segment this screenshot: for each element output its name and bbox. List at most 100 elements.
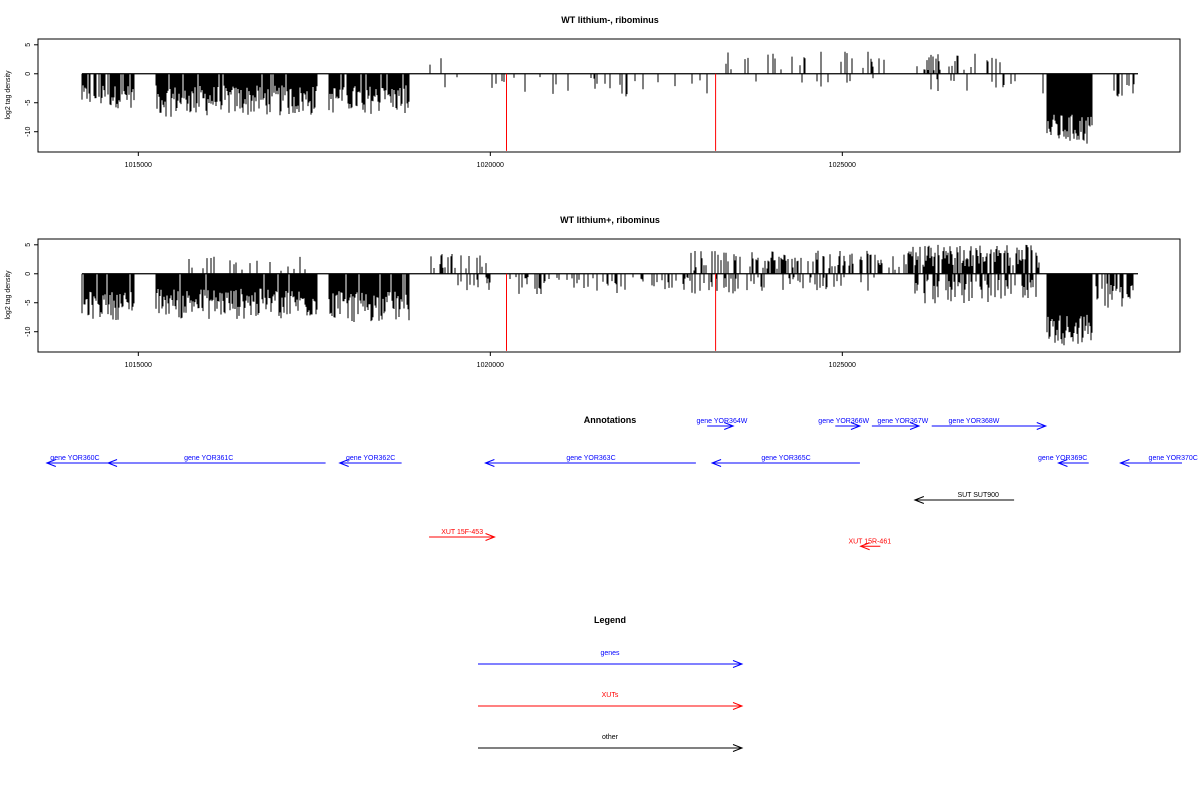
track-title: WT lithium-, ribominus [561,15,659,25]
x-tick-label: 1020000 [477,362,504,369]
signal-bar-group [755,73,874,87]
signal-bar-group [430,254,487,274]
arrowhead-icon [732,660,744,668]
legend-item: genes [478,650,744,668]
x-tick-label: 1020000 [477,162,504,169]
legend-item: XUTs [478,692,744,710]
arrowhead-icon [859,542,870,551]
legend-label: other [602,734,619,741]
arrowhead-icon [850,422,862,430]
signal-bar-group [188,256,306,274]
signal-bar-group [914,273,1037,304]
annotation-label: gene YOR362C [346,455,395,462]
arrowhead-icon [710,459,722,467]
annotation-label: gene YOR367W [877,418,928,425]
arrowhead-icon [732,702,744,710]
annotation-label: gene YOR360C [50,455,99,462]
track-panel-lithium-minus: WT lithium-, ribominus log2 tag density … [5,15,1181,169]
signal-bar-group [81,273,135,320]
legend-label: genes [600,650,620,657]
signal-bar-group [1046,73,1093,144]
arrowhead-icon [1036,422,1048,430]
signal-bar-group [328,73,410,114]
signal-bar-group [155,73,318,117]
annotation-feature: gene YOR364W [697,418,748,430]
y-tick-label: 0 [25,272,32,276]
y-tick-label: -5 [25,100,32,106]
annotation-feature: gene YOR369C [1038,455,1089,467]
annotation-label: XUT 15F-453 [441,529,483,536]
y-tick-label: -10 [25,327,32,337]
arrowhead-icon [45,459,56,467]
arrowhead-icon [1119,459,1130,467]
annotation-label: XUT 15R-461 [848,538,891,545]
annotation-feature: gene YOR366W [818,418,870,430]
annotation-label: gene YOR366W [818,418,869,425]
annotation-feature: gene YOR367W [871,418,929,430]
annotations-title: Annotations [584,415,637,425]
signal-bar-group [444,73,554,94]
annotation-label: gene YOR361C [184,455,233,462]
signal-bar-group [81,73,135,109]
signal-bar-group [1095,273,1134,308]
y-tick-label: -5 [25,300,32,306]
annotation-feature: gene YOR365C [710,455,860,467]
signal-bar-group [912,244,1040,274]
annotation-feature: gene YOR368W [931,418,1048,430]
signal-bar-group [1046,273,1093,346]
x-tick-label: 1015000 [125,162,152,169]
annotation-feature: gene YOR362C [338,455,402,467]
position-markers [506,73,717,151]
annotation-label: gene YOR368W [949,418,1000,425]
y-tick-label: -10 [25,127,32,137]
signal-bars [81,51,1138,144]
x-tick-label: 1015000 [125,362,152,369]
legend-item: other [478,734,744,752]
signal-bar-group [725,51,885,74]
signal-bars [81,244,1138,346]
y-axis: 5 0 -5 -10 [25,243,38,337]
annotation-feature: gene YOR361C [106,455,326,467]
legend-label: XUTs [602,692,619,699]
legend: genes XUTs other [478,650,744,752]
signal-bar-group [930,73,1044,94]
signal-bar-group [1113,73,1135,97]
x-tick-label: 1025000 [829,362,856,369]
legend-title: Legend [594,615,626,625]
y-tick-label: 5 [25,43,32,47]
signal-bar-group [555,73,708,97]
annotation-feature: gene YOR370C [1119,455,1198,467]
arrowhead-icon [338,459,349,467]
plot-frame [37,38,1181,153]
x-axis: 1015000 1020000 1025000 [125,152,856,169]
x-axis: 1015000 1020000 1025000 [125,352,856,369]
arrowhead-icon [732,744,744,752]
y-axis-label: log2 tag density [5,70,12,120]
position-markers [506,273,717,351]
annotation-feature: XUT 15F-453 [429,529,496,541]
y-tick-label: 5 [25,243,32,247]
signal-bar-group [457,273,713,294]
annotation-track: gene YOR360C gene YOR361C gene YOR362C gene… [45,418,1198,551]
signal-bar-group [916,53,1001,74]
plot-frame [37,238,1181,353]
arrowhead-icon [1057,459,1068,467]
signal-bar-group [690,250,913,274]
arrowhead-icon [913,496,925,504]
annotation-label: gene YOR363C [566,455,615,462]
signal-bar-group [155,273,318,319]
y-tick-label: 0 [25,72,32,76]
signal-bar-group [328,273,410,322]
annotation-label: gene YOR364W [697,418,748,425]
arrowhead-icon [485,533,496,541]
arrowhead-icon [724,422,735,430]
annotation-label: gene YOR370C [1149,455,1198,462]
track-title: WT lithium+, ribominus [560,215,660,225]
annotation-feature: SUT SUT900 [913,492,1015,504]
annotation-label: SUT SUT900 [957,492,999,499]
arrowhead-icon [909,422,921,430]
annotation-label: gene YOR365C [761,455,810,462]
signal-bar-group [429,58,442,74]
annotation-label: gene YOR369C [1038,455,1087,462]
